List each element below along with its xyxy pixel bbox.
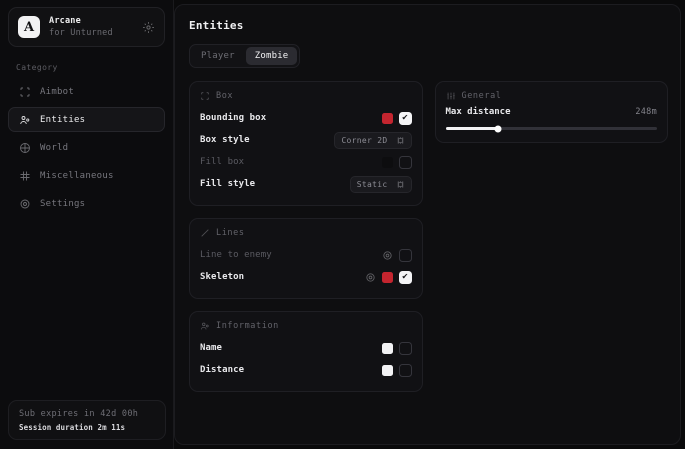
settings-columns: Box Bounding box Box style Corner 2D — [189, 81, 668, 392]
sliders-icon — [446, 92, 455, 100]
info-icon — [201, 322, 209, 330]
row-distance: Distance — [200, 359, 412, 381]
chevron-expand-icon — [397, 180, 403, 188]
sidebar-item-entities[interactable]: Entities — [8, 107, 165, 132]
checkbox-line-to-enemy[interactable] — [398, 248, 412, 262]
entity-type-tabs: Player Zombie — [189, 44, 301, 68]
brand-logo: A — [18, 16, 40, 38]
sidebar-item-settings[interactable]: Settings — [8, 191, 165, 216]
tab-player[interactable]: Player — [201, 51, 235, 61]
sidebar-item-label: World — [40, 142, 69, 153]
brand-subtitle: for Unturned — [49, 27, 113, 38]
row-fill-style: Fill style Static — [200, 173, 412, 195]
left-column: Box Bounding box Box style Corner 2D — [189, 81, 423, 392]
card-box: Box Bounding box Box style Corner 2D — [189, 81, 423, 206]
gear-icon[interactable] — [382, 250, 393, 261]
row-line-to-enemy: Line to enemy — [200, 244, 412, 266]
page-title: Entities — [189, 19, 244, 32]
brand-name: Arcane — [49, 15, 81, 26]
line-icon — [201, 229, 209, 237]
color-swatch-skeleton[interactable] — [381, 271, 393, 283]
card-header: Box — [200, 91, 412, 101]
session-duration: Session duration 2m 11s — [19, 423, 126, 432]
gear-icon[interactable] — [142, 21, 155, 34]
globe-icon — [20, 142, 30, 153]
row-skeleton: Skeleton — [200, 266, 412, 288]
brand-text: Arcane for Unturned — [49, 16, 133, 38]
checkbox-bounding-box[interactable] — [398, 111, 412, 125]
row-bounding-box: Bounding box — [200, 107, 412, 129]
row-label: Fill style — [200, 179, 256, 189]
row-label: Fill box — [200, 157, 245, 167]
card-title: General — [461, 91, 502, 101]
color-swatch-bounding-box[interactable] — [381, 112, 393, 124]
checkbox-fill-box[interactable] — [398, 155, 412, 169]
grid-icon — [20, 171, 30, 180]
right-column: General Max distance 248m — [434, 81, 668, 392]
sidebar-nav: Aimbot Entities World — [0, 79, 173, 216]
sidebar-item-label: Miscellaneous — [40, 170, 114, 181]
card-title: Box — [216, 91, 234, 101]
card-header: Lines — [200, 228, 412, 238]
slider-header-max-distance: Max distance 248m — [446, 107, 658, 117]
sidebar-item-label: Entities — [40, 114, 86, 125]
row-fill-box: Fill box — [200, 151, 412, 173]
select-fill-style[interactable]: Static — [349, 175, 412, 193]
sidebar-item-label: Aimbot — [40, 86, 75, 97]
checkbox-name[interactable] — [398, 341, 412, 355]
card-title: Lines — [216, 228, 245, 238]
card-header: Information — [200, 321, 412, 331]
checkbox-distance[interactable] — [398, 363, 412, 377]
sidebar-item-label: Settings — [40, 198, 86, 209]
sidebar-item-aimbot[interactable]: Aimbot — [8, 79, 165, 104]
select-box-style[interactable]: Corner 2D — [334, 131, 412, 149]
color-swatch-name[interactable] — [381, 342, 393, 354]
checkbox-skeleton[interactable] — [398, 270, 412, 284]
color-swatch-distance[interactable] — [381, 364, 393, 376]
entities-icon — [20, 115, 30, 124]
brand-card[interactable]: A Arcane for Unturned — [8, 7, 165, 47]
main-panel: Entities Player Zombie Box Bounding bo — [174, 4, 681, 445]
row-label: Skeleton — [200, 272, 245, 282]
tab-zombie[interactable]: Zombie — [245, 47, 298, 65]
gear-icon[interactable] — [365, 272, 376, 283]
card-information: Information Name Distance — [189, 311, 423, 392]
card-title: Information — [216, 321, 279, 331]
card-lines: Lines Line to enemy Skeleton — [189, 218, 423, 299]
frame-icon — [201, 92, 209, 100]
row-name: Name — [200, 337, 412, 359]
crosshair-icon — [20, 87, 30, 96]
subscription-expiry: Sub expires in 42d 00h — [19, 409, 139, 419]
slider-value: 248m — [635, 107, 657, 117]
select-value: Corner 2D — [341, 135, 388, 145]
slider-fill — [445, 127, 499, 130]
row-label: Bounding box — [200, 113, 267, 123]
row-label: Name — [200, 343, 223, 353]
slider-thumb[interactable] — [494, 125, 502, 132]
row-label: Distance — [200, 365, 245, 375]
sidebar-item-world[interactable]: World — [8, 135, 165, 160]
color-swatch-fill-box[interactable] — [381, 156, 393, 168]
slider-max-distance[interactable] — [445, 125, 657, 132]
row-label: Box style — [200, 135, 250, 145]
card-general: General Max distance 248m — [434, 81, 668, 143]
category-label: Category — [16, 63, 58, 72]
row-label: Line to enemy — [200, 250, 272, 260]
slider-label: Max distance — [445, 107, 511, 117]
subscription-card: Sub expires in 42d 00h Session duration … — [8, 400, 166, 440]
row-box-style: Box style Corner 2D — [200, 129, 412, 151]
sidebar-item-miscellaneous[interactable]: Miscellaneous — [8, 163, 165, 188]
card-header: General — [446, 91, 658, 101]
chevron-expand-icon — [397, 136, 403, 144]
gear-icon — [20, 199, 30, 208]
select-value: Static — [356, 179, 388, 189]
sidebar: A Arcane for Unturned Category Aimbot — [0, 0, 174, 449]
